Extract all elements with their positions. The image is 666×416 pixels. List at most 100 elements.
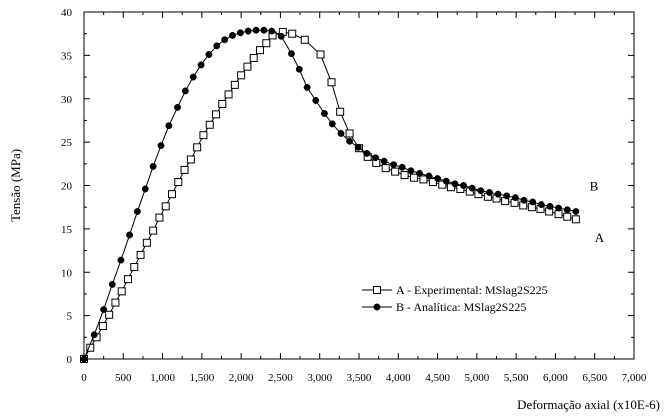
data-point (434, 175, 442, 183)
data-point (381, 164, 390, 173)
legend-marker (373, 303, 381, 311)
data-point (563, 206, 571, 214)
x-tick-label: 3,000 (307, 372, 332, 384)
data-point (554, 210, 563, 219)
x-tick-label: 5,000 (464, 372, 489, 384)
data-point (380, 157, 388, 165)
data-point (252, 26, 260, 34)
data-point (141, 185, 149, 193)
data-point (451, 180, 459, 188)
data-point (468, 184, 476, 192)
series-layer (80, 26, 580, 363)
data-point (520, 196, 528, 204)
data-point (165, 122, 173, 130)
data-point (410, 173, 418, 182)
data-point (124, 275, 132, 284)
data-point (300, 35, 309, 44)
x-axis-title: Deformação axial (x10E-6) (517, 397, 660, 412)
data-point (327, 78, 336, 87)
legend-entry: A - Experimental: MSlag2S225 (362, 283, 548, 297)
axes: 0 500 1,000 1,500 2,000 2,500 3,000 3,500 4,000 4… (8, 7, 660, 412)
y-tick-label: 25 (61, 137, 73, 149)
y-tick-label: 20 (61, 181, 73, 193)
data-point (442, 177, 450, 185)
data-point (546, 202, 554, 210)
y-tick-label: 15 (61, 224, 73, 236)
data-point (136, 250, 145, 259)
x-tick-label: 5,500 (504, 372, 529, 384)
legend: A - Experimental: MSlag2S225 B - Analític… (362, 283, 548, 314)
data-point (213, 42, 221, 50)
data-point (555, 204, 563, 212)
data-point (236, 29, 244, 37)
data-point (328, 120, 336, 128)
data-point (345, 129, 354, 138)
data-point (416, 169, 423, 177)
x-tick-label: 500 (115, 372, 132, 384)
data-point (80, 355, 88, 363)
data-point (407, 167, 415, 175)
y-tick-label: 5 (67, 311, 73, 323)
data-point (111, 298, 120, 307)
data-point (133, 208, 141, 215)
annotations: AB (590, 179, 605, 245)
x-tick-label: 7,000 (622, 372, 647, 384)
data-point (218, 99, 227, 108)
data-point (174, 178, 183, 187)
data-point (161, 202, 170, 211)
data-point (244, 27, 252, 35)
data-point (277, 32, 285, 40)
data-point (320, 110, 328, 117)
data-point (224, 90, 233, 99)
data-point (390, 161, 398, 169)
x-tick-label: 1,000 (150, 372, 175, 384)
data-point (262, 39, 271, 48)
data-point (149, 226, 158, 235)
data-point (425, 172, 433, 180)
x-tick-label: 6,000 (543, 372, 568, 384)
data-point (572, 208, 580, 215)
data-point (363, 149, 371, 157)
data-point (117, 256, 125, 264)
data-point (229, 31, 236, 39)
y-axis-title: Tensão (MPa) (8, 149, 23, 222)
curve-label-b: B (590, 179, 599, 194)
data-point (337, 130, 345, 137)
data-point (336, 107, 345, 116)
data-point (126, 231, 134, 239)
legend-label: A - Experimental: MSlag2S225 (396, 283, 548, 297)
series-experimental (80, 27, 580, 363)
data-point (142, 238, 151, 247)
data-point (571, 215, 580, 224)
data-point (477, 187, 485, 195)
data-point (193, 143, 202, 152)
data-point (180, 165, 189, 174)
data-point (249, 53, 258, 62)
data-point (494, 190, 502, 198)
y-tick-label: 35 (61, 50, 73, 62)
data-point (181, 87, 189, 95)
x-tick-label: 1,500 (189, 372, 214, 384)
x-tick-label: 4,500 (425, 372, 450, 384)
data-point (511, 194, 519, 202)
data-point (460, 182, 467, 189)
data-point (354, 143, 362, 151)
data-point (295, 65, 303, 73)
series-analytical (80, 26, 580, 363)
data-point (503, 192, 511, 200)
data-point (197, 61, 205, 69)
data-point (117, 287, 126, 296)
data-point (260, 26, 268, 34)
data-point (100, 306, 108, 314)
x-tick-label: 3,500 (347, 372, 372, 384)
y-tick-label: 0 (67, 354, 73, 366)
data-point (485, 188, 493, 196)
data-point (563, 212, 572, 221)
plot-frame (83, 11, 635, 360)
data-point (90, 331, 98, 339)
x-tick-label: 0 (81, 372, 87, 384)
data-point (398, 163, 406, 171)
data-point (157, 142, 165, 150)
data-point (288, 29, 297, 38)
